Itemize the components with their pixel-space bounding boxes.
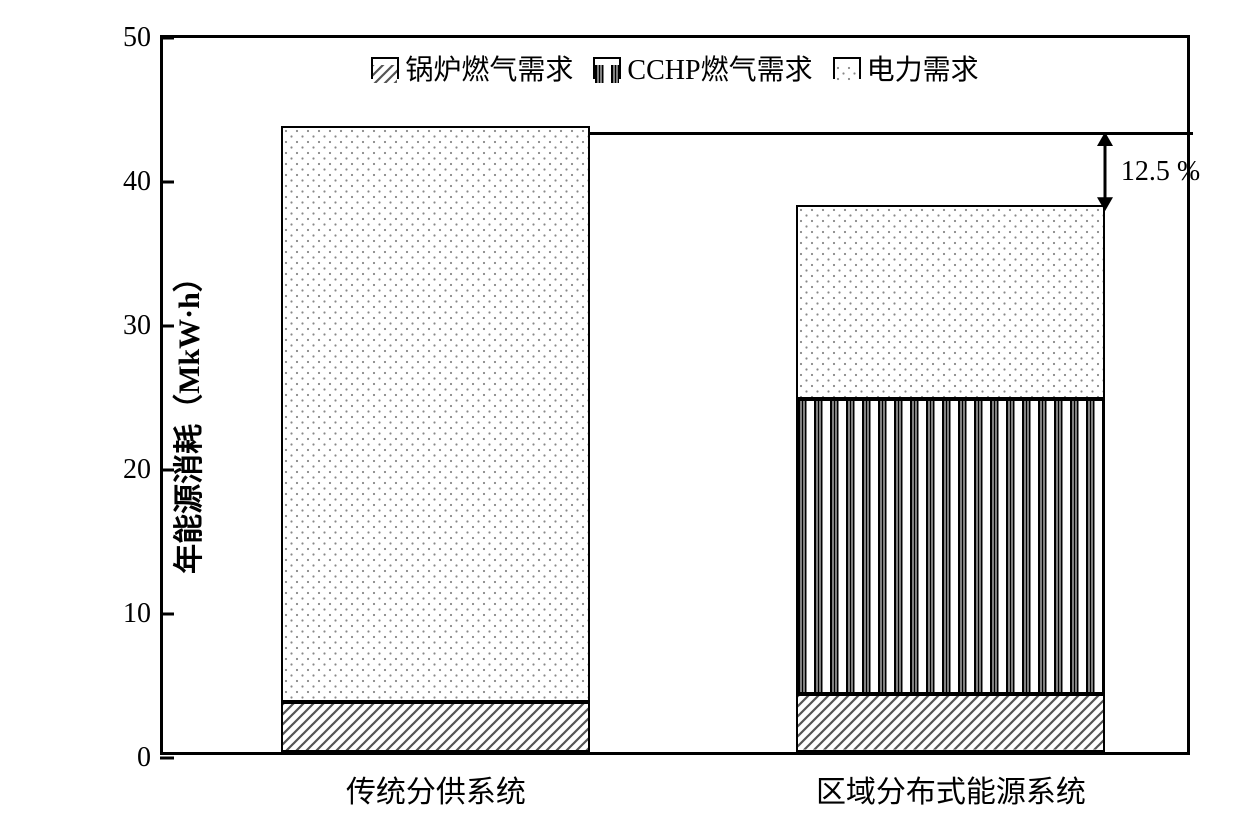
legend-item-elec: 电力需求 bbox=[833, 48, 979, 88]
legend-swatch-boiler bbox=[371, 57, 399, 79]
bar bbox=[796, 205, 1105, 752]
annotation-arrow bbox=[1093, 132, 1117, 211]
y-tick-label: 50 bbox=[123, 22, 151, 54]
legend-label-cchp: CCHP燃气需求 bbox=[627, 48, 812, 88]
y-tick-label: 10 bbox=[123, 598, 151, 630]
y-tick-label: 40 bbox=[123, 166, 151, 198]
y-tick-mark bbox=[160, 757, 174, 760]
y-tick-label: 0 bbox=[137, 742, 151, 774]
legend-item-cchp: CCHP燃气需求 bbox=[593, 48, 812, 88]
seg-cchp bbox=[796, 399, 1105, 694]
legend-item-boiler: 锅炉燃气需求 bbox=[371, 48, 573, 88]
legend-label-elec: 电力需求 bbox=[867, 48, 979, 88]
y-tick-mark bbox=[160, 325, 174, 328]
y-tick-label: 30 bbox=[123, 310, 151, 342]
y-tick-label: 20 bbox=[123, 454, 151, 486]
seg-elec bbox=[281, 126, 590, 702]
y-tick-mark bbox=[160, 469, 174, 472]
legend: 锅炉燃气需求 CCHP燃气需求 电力需求 bbox=[163, 48, 1187, 88]
chart-container: 年能源消耗（MkW·h） bbox=[50, 20, 1210, 815]
legend-swatch-cchp bbox=[593, 57, 621, 79]
bar bbox=[281, 126, 590, 752]
seg-boiler bbox=[796, 694, 1105, 752]
legend-label-boiler: 锅炉燃气需求 bbox=[405, 48, 573, 88]
seg-boiler bbox=[281, 702, 590, 752]
annotation-text: 12.5 % bbox=[1121, 156, 1200, 188]
legend-swatch-elec bbox=[833, 57, 861, 79]
y-tick-mark bbox=[160, 37, 174, 40]
x-category-label: 传统分供系统 bbox=[346, 767, 526, 811]
y-tick-mark bbox=[160, 613, 174, 616]
y-tick-mark bbox=[160, 181, 174, 184]
seg-elec bbox=[796, 205, 1105, 399]
x-category-label: 区域分布式能源系统 bbox=[816, 767, 1086, 811]
plot-area: 锅炉燃气需求 CCHP燃气需求 电力需求 01020304050传统分供系统区域… bbox=[160, 35, 1190, 755]
